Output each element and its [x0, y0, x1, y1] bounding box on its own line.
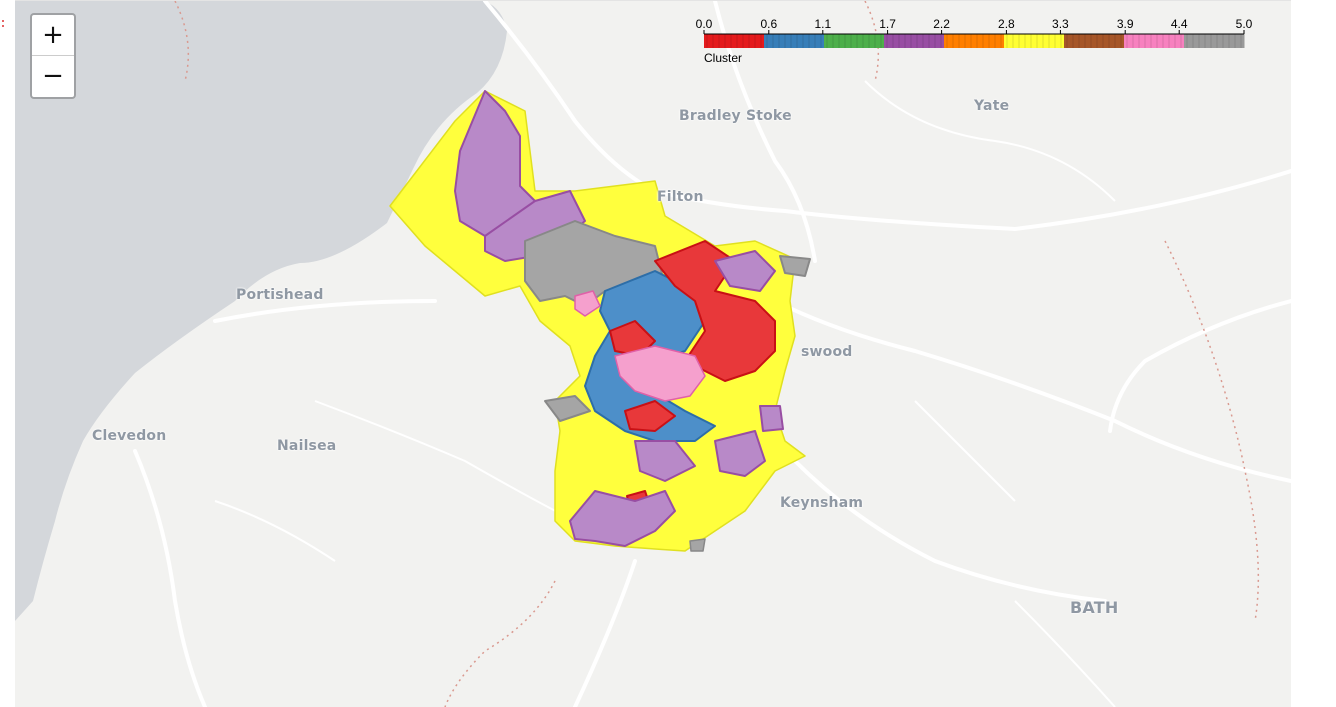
zoom-out-button[interactable]: −	[32, 56, 74, 97]
cluster-region-pink	[614, 345, 706, 402]
cluster-region-purple-e	[714, 250, 776, 292]
map-view[interactable]: Bradley Stoke Yate Filton Portishead swo…	[15, 0, 1291, 707]
place-label-yate: Yate	[974, 98, 1010, 114]
legend-tick-label: 2.2	[933, 17, 950, 31]
roads	[133, 1, 1291, 707]
place-label-nailsea: Nailsea	[277, 438, 337, 454]
cluster-region-purple-c	[634, 440, 696, 482]
legend-swatch-8	[1184, 34, 1245, 48]
cluster-region-red-2	[624, 400, 676, 432]
estuary-water	[15, 1, 507, 621]
legend-swatch-3	[884, 34, 945, 48]
legend-swatch-6	[1064, 34, 1125, 48]
legend-swatch-7	[1124, 34, 1185, 48]
cluster-regions	[389, 90, 811, 552]
legend-tick-label: 2.8	[998, 17, 1015, 31]
place-label-clevedon: Clevedon	[92, 428, 167, 444]
legend-swatch-4	[944, 34, 1005, 48]
cluster-region-purple-se2	[759, 405, 784, 432]
legend-tick-label: 0.6	[760, 17, 778, 31]
basemap	[15, 1, 1291, 707]
legend-tick-label: 5.0	[1235, 17, 1253, 31]
legend-tick-label: 3.9	[1116, 17, 1134, 31]
legend-swatch-2	[824, 34, 885, 48]
place-label-bradley-stoke: Bradley Stoke	[679, 108, 792, 124]
cluster-region-pink-2	[574, 290, 601, 317]
minor-roads	[214, 80, 1116, 707]
place-label-keynsham: Keynsham	[780, 495, 864, 511]
legend-colorbar	[703, 30, 1245, 48]
legend-caption: Cluster	[704, 51, 743, 65]
zoom-in-button[interactable]: +	[32, 15, 74, 56]
legend-swatch-1	[764, 34, 825, 48]
zoom-control: + −	[30, 13, 76, 99]
cluster-legend: Cluster 0.0 0.6 1.1 1.7 2.2 2.8 3.3 3.9 4.4 5.0	[688, 15, 1253, 67]
cluster-region-grey-s	[689, 538, 706, 552]
place-label-bath: BATH	[1070, 598, 1119, 617]
cluster-region-grey-se	[779, 255, 811, 277]
legend-tick-label: 0.0	[695, 17, 713, 31]
panel-edge-marker	[1, 16, 5, 27]
place-label-filton: Filton	[657, 189, 704, 205]
cluster-region-purple-s	[569, 490, 676, 547]
legend-tick-label: 3.3	[1052, 17, 1069, 31]
place-label-portishead: Portishead	[236, 287, 324, 303]
cluster-region-purple-se	[714, 430, 766, 477]
place-label-kingswood: swood	[801, 344, 853, 360]
legend-tick-label: 4.4	[1170, 17, 1188, 31]
legend-swatch-5	[1004, 34, 1065, 48]
legend-tick-label: 1.7	[879, 17, 896, 31]
cluster-region-grey-w	[544, 395, 591, 422]
legend-tick-label: 1.1	[814, 17, 832, 31]
legend-swatch-0	[704, 34, 765, 48]
